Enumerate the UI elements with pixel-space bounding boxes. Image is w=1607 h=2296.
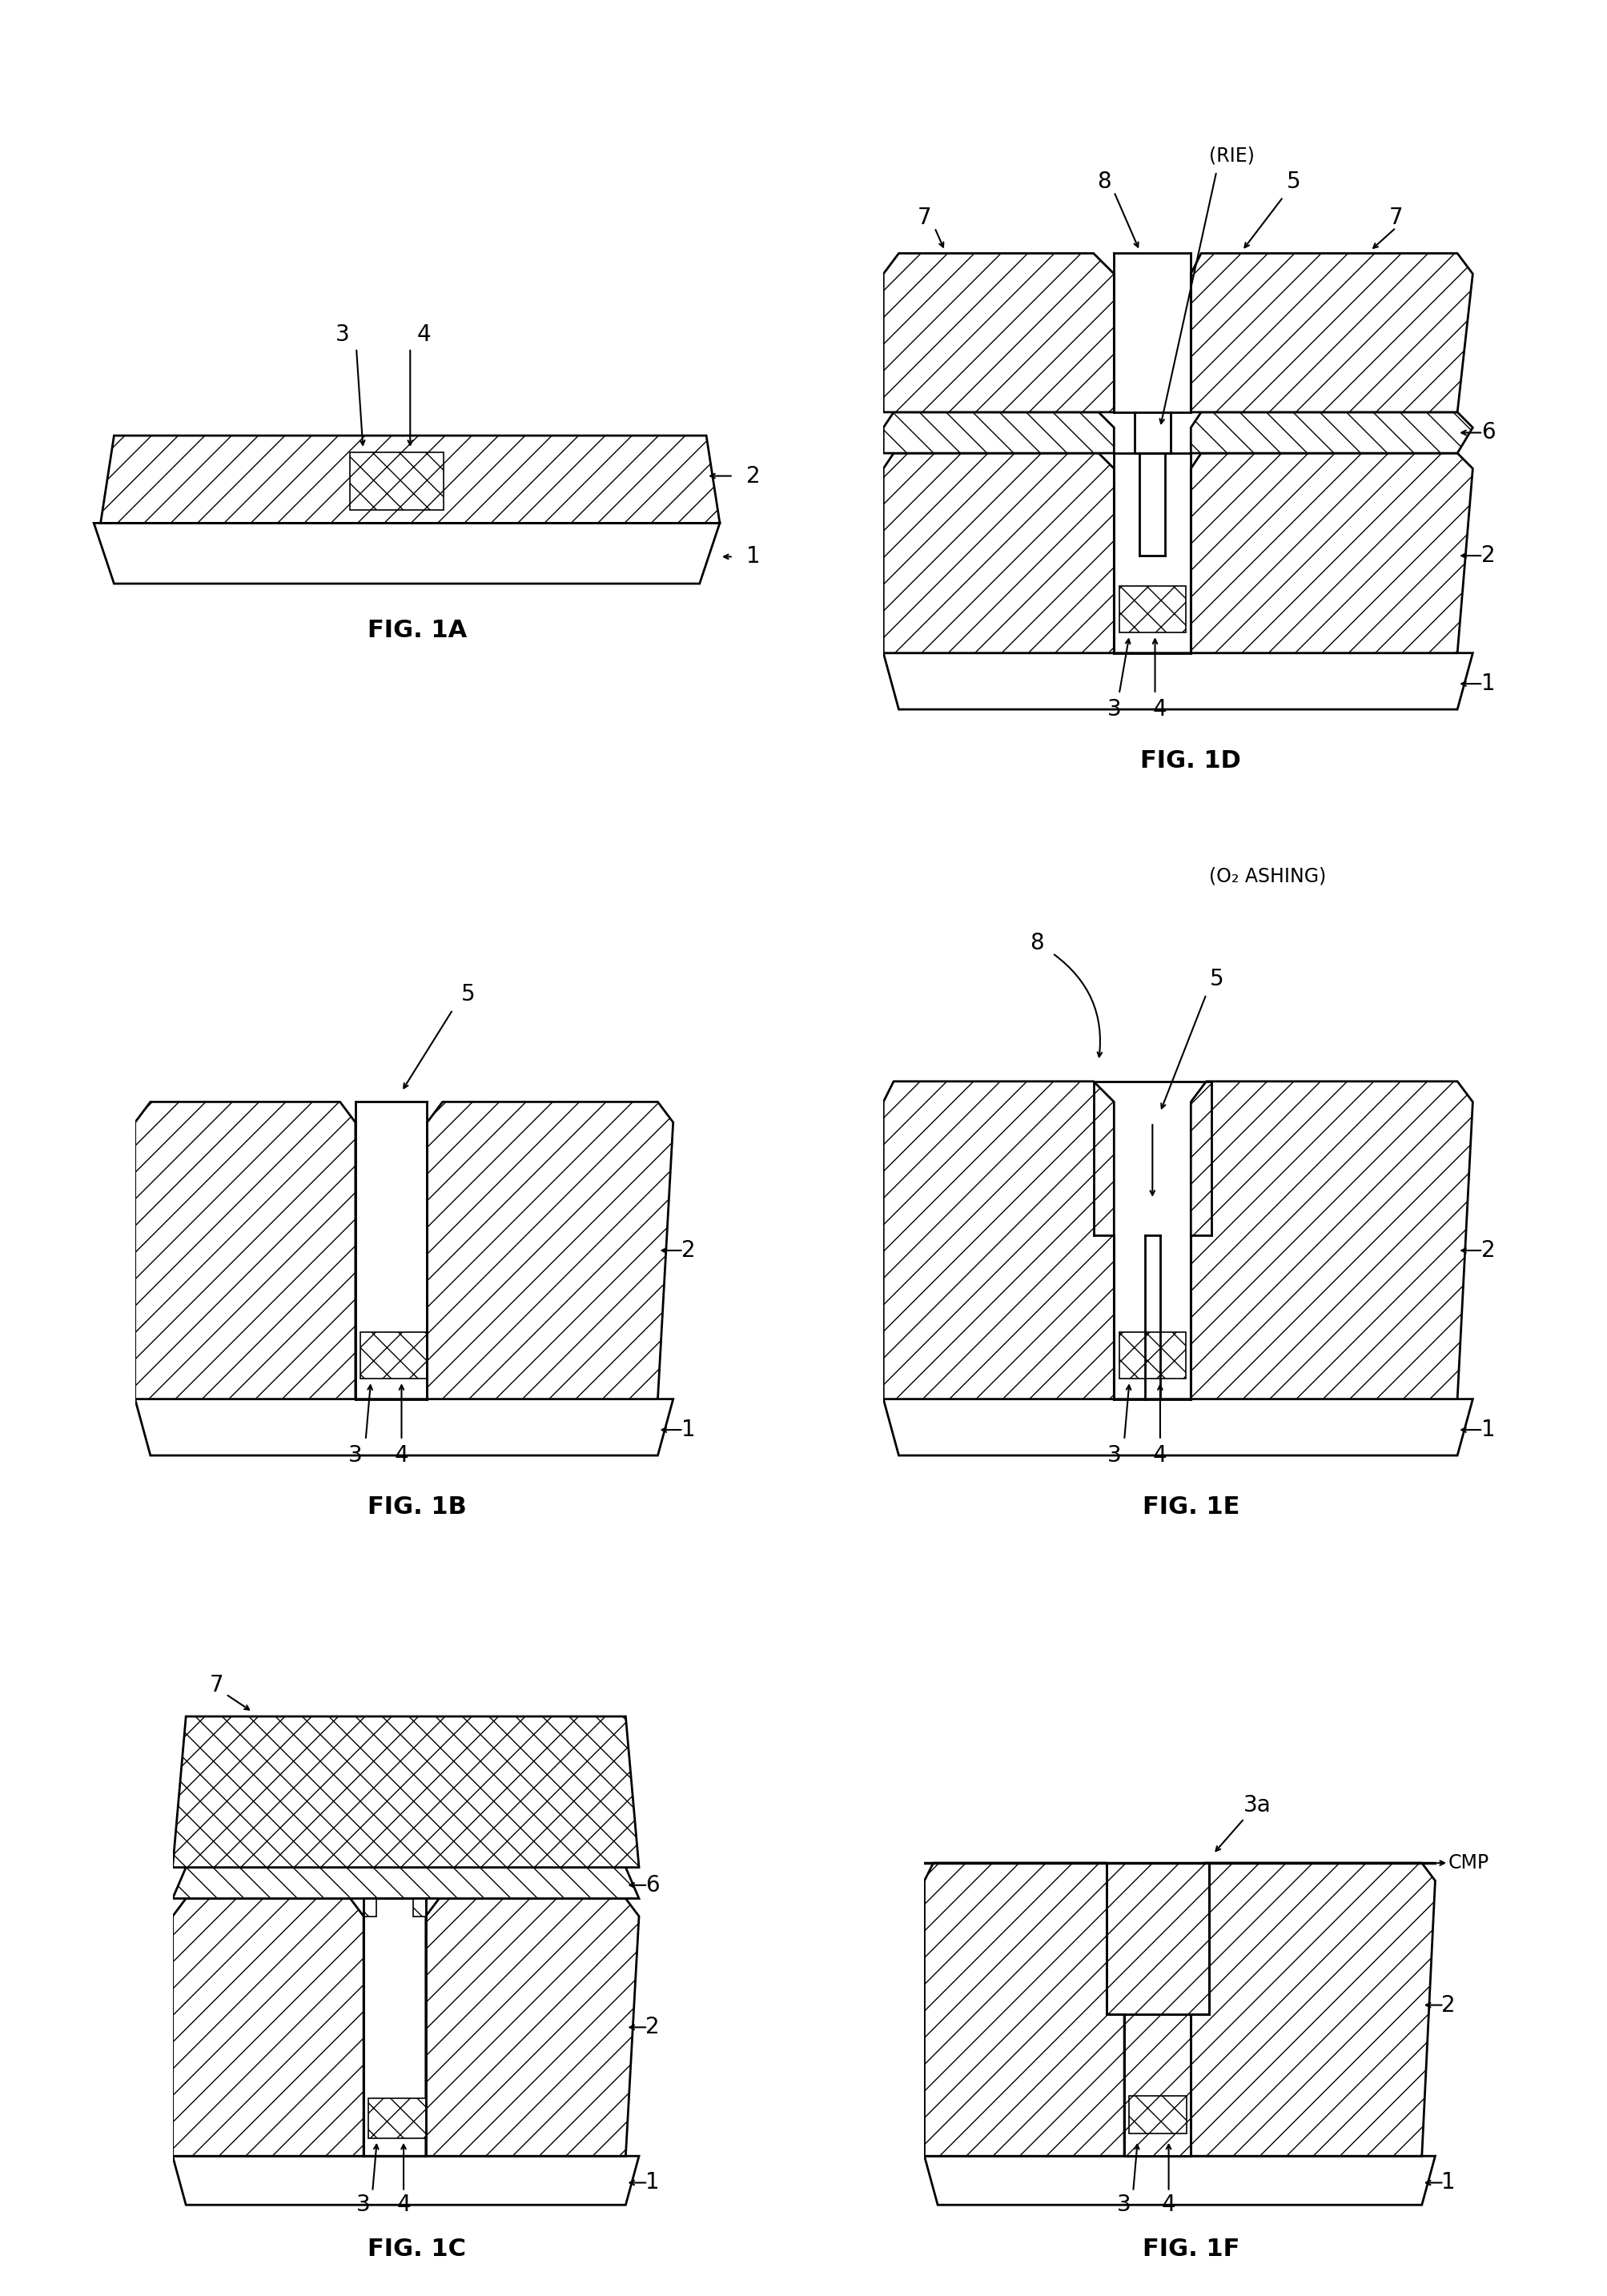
Text: 8: 8 [1030,932,1043,955]
Text: 7: 7 [1388,207,1403,230]
Polygon shape [882,1398,1472,1456]
Text: 2: 2 [681,1240,696,1263]
Polygon shape [427,1102,673,1398]
Text: 1: 1 [681,1419,696,1442]
Text: 4: 4 [394,1444,408,1467]
Text: FIG. 1A: FIG. 1A [366,620,466,643]
Text: 6: 6 [1480,422,1495,443]
Text: 2: 2 [1480,544,1495,567]
Text: FIG. 1E: FIG. 1E [1141,1495,1239,1518]
Text: 3: 3 [1106,698,1120,721]
Text: (RIE): (RIE) [1208,147,1253,165]
Polygon shape [1191,253,1472,413]
Polygon shape [93,523,720,583]
Text: 3a: 3a [1242,1793,1271,1816]
Bar [349,452,444,510]
Text: 2: 2 [1441,1993,1454,2016]
Text: FIG. 1B: FIG. 1B [366,1495,466,1518]
Polygon shape [172,2156,638,2204]
Text: 2: 2 [644,2016,659,2039]
Text: CMP: CMP [1448,1853,1488,1874]
Text: 4: 4 [397,2193,410,2216]
Text: 1: 1 [746,546,760,567]
Text: 2: 2 [746,464,760,487]
Text: 4: 4 [416,324,431,347]
Polygon shape [882,413,1114,452]
Text: 3: 3 [357,2193,371,2216]
Polygon shape [882,652,1472,709]
Text: 4: 4 [1152,1444,1167,1467]
Polygon shape [101,436,720,523]
Polygon shape [882,253,1114,413]
Polygon shape [1191,1862,1435,2156]
Text: 1: 1 [1480,1419,1495,1442]
Bar [1128,2096,1186,2133]
Text: 4: 4 [1152,698,1167,721]
Polygon shape [882,452,1114,652]
Text: 8: 8 [1096,170,1110,193]
Bar [1118,585,1186,631]
Polygon shape [135,1398,673,1456]
Polygon shape [924,2156,1435,2204]
Text: 1: 1 [1480,673,1495,696]
Text: 5: 5 [1286,170,1300,193]
Text: FIG. 1C: FIG. 1C [368,2239,466,2262]
Text: (O₂ ASHING): (O₂ ASHING) [1208,868,1326,886]
Text: 1: 1 [1441,2172,1454,2195]
Text: 7: 7 [211,1674,223,1697]
Polygon shape [1106,1862,1208,2014]
Text: 3: 3 [336,324,350,347]
Text: FIG. 1F: FIG. 1F [1141,2239,1239,2262]
Bar [368,2099,426,2138]
Polygon shape [172,1867,638,1899]
Text: 3: 3 [349,1444,362,1467]
Text: 6: 6 [644,1874,659,1896]
Polygon shape [172,1717,638,1867]
Polygon shape [1191,452,1472,652]
Polygon shape [1123,2014,1191,2156]
Text: 2: 2 [1480,1240,1495,1263]
Text: FIG. 1D: FIG. 1D [1139,748,1241,771]
Polygon shape [882,1081,1114,1398]
Polygon shape [1191,1081,1472,1398]
Bar [360,1332,427,1378]
Polygon shape [1191,413,1472,452]
Bar [413,1899,426,1917]
Polygon shape [924,1862,1123,2156]
Text: 4: 4 [1160,2193,1175,2216]
Polygon shape [172,1899,363,2156]
Text: 3: 3 [1117,2193,1131,2216]
Bar [1118,1332,1186,1378]
Text: 5: 5 [1208,967,1223,990]
Text: 3: 3 [1106,1444,1120,1467]
Polygon shape [135,1102,355,1398]
Text: 1: 1 [644,2172,659,2195]
Bar [363,1899,376,1917]
Text: 5: 5 [461,983,476,1006]
Polygon shape [426,1899,638,2156]
Text: 7: 7 [918,207,930,230]
